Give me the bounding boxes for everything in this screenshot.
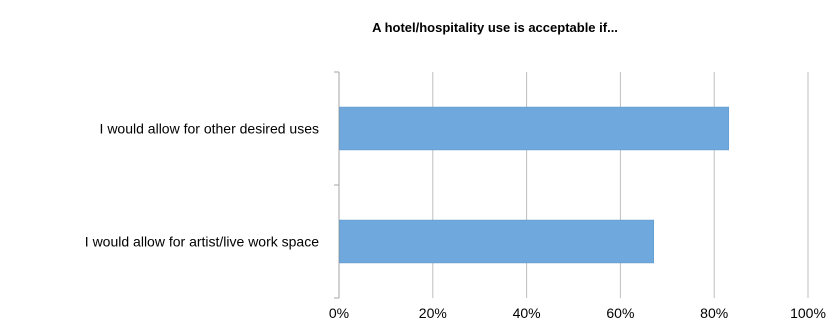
bar <box>339 219 654 264</box>
x-tick-label: 0% <box>329 305 349 321</box>
chart-title: A hotel/hospitality use is acceptable if… <box>372 20 618 35</box>
x-tick-label: 40% <box>513 305 541 321</box>
bar <box>339 106 730 151</box>
x-tick-label: 60% <box>606 305 634 321</box>
x-tick-label: 100% <box>790 305 826 321</box>
category-label: I would allow for other desired uses <box>100 121 319 137</box>
category-label: I would allow for artist/live work space <box>85 234 319 250</box>
x-tick-label: 20% <box>419 305 447 321</box>
x-tick-label: 80% <box>700 305 728 321</box>
